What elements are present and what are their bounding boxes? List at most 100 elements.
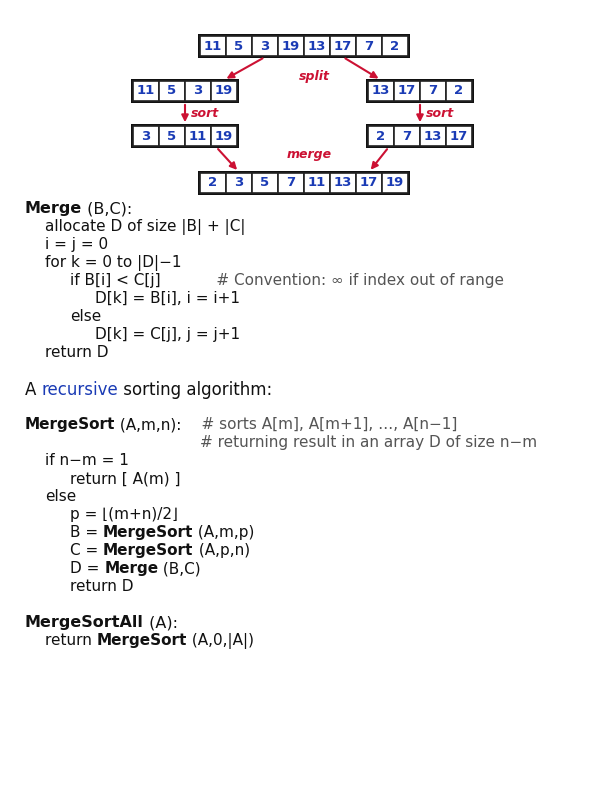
Bar [394, 81, 420, 101]
Text: MergeSort: MergeSort [25, 417, 116, 432]
Text: recursive: recursive [41, 381, 119, 399]
Text: Merge: Merge [25, 201, 82, 216]
Bar [382, 36, 408, 56]
Bar [226, 173, 252, 193]
Bar [198, 34, 410, 58]
Text: 7: 7 [364, 40, 373, 52]
Text: (A):: (A): [144, 615, 178, 630]
Text: MergeSortAll: MergeSortAll [25, 615, 144, 630]
Text: MergeSort: MergeSort [103, 525, 193, 540]
Bar [446, 81, 472, 101]
Bar [368, 126, 394, 146]
Bar [200, 173, 226, 193]
Bar [330, 36, 356, 56]
Bar [278, 36, 304, 56]
Text: # Convention: ∞ if index out of range: # Convention: ∞ if index out of range [192, 273, 504, 288]
Bar [211, 81, 237, 101]
Text: 11: 11 [204, 40, 222, 52]
Text: else: else [70, 309, 102, 324]
Text: 3: 3 [193, 85, 202, 97]
Text: C =: C = [70, 543, 103, 558]
Bar [356, 173, 382, 193]
Text: if B[i] < C[j]: if B[i] < C[j] [70, 273, 161, 288]
Text: 7: 7 [429, 85, 438, 97]
Text: D =: D = [70, 561, 104, 576]
Text: 13: 13 [424, 130, 442, 142]
Text: 19: 19 [386, 176, 404, 190]
Bar [159, 126, 185, 146]
Text: 5: 5 [235, 40, 244, 52]
Bar [200, 36, 226, 56]
Text: for k = 0 to |D|−1: for k = 0 to |D|−1 [45, 255, 182, 271]
Bar [226, 36, 252, 56]
Text: sort: sort [191, 107, 219, 120]
Text: else: else [45, 489, 76, 504]
Text: (A,m,n):: (A,m,n): [116, 417, 182, 432]
Bar [198, 171, 410, 195]
Bar [356, 36, 382, 56]
Text: return [ A(m) ]: return [ A(m) ] [70, 471, 181, 486]
Text: Merge: Merge [104, 561, 158, 576]
Bar [278, 173, 304, 193]
Text: 7: 7 [402, 130, 412, 142]
Bar [330, 173, 356, 193]
Text: 19: 19 [215, 85, 233, 97]
Bar [133, 81, 159, 101]
Bar [185, 81, 211, 101]
Text: 3: 3 [142, 130, 151, 142]
Text: p = ⌊(m+n)/2⌋: p = ⌊(m+n)/2⌋ [70, 507, 178, 522]
Bar [304, 173, 330, 193]
Text: return D: return D [70, 579, 134, 594]
Bar [394, 126, 420, 146]
Text: 17: 17 [450, 130, 468, 142]
Text: 13: 13 [308, 40, 326, 52]
Text: D[k] = C[j], j = j+1: D[k] = C[j], j = j+1 [95, 327, 240, 342]
Text: 5: 5 [167, 130, 176, 142]
Bar [131, 124, 239, 148]
Text: 17: 17 [334, 40, 352, 52]
Text: 2: 2 [376, 130, 385, 142]
Text: (B,C):: (B,C): [82, 201, 133, 216]
Text: 13: 13 [334, 176, 352, 190]
Text: sort: sort [426, 107, 454, 120]
Text: 11: 11 [137, 85, 155, 97]
Text: return D: return D [45, 345, 108, 360]
Text: MergeSort: MergeSort [97, 633, 187, 648]
Text: 2: 2 [390, 40, 399, 52]
Text: 5: 5 [167, 85, 176, 97]
Text: 3: 3 [260, 40, 269, 52]
Text: split: split [299, 70, 330, 83]
Text: i = j = 0: i = j = 0 [45, 237, 108, 252]
Text: 2: 2 [454, 85, 463, 97]
Text: allocate D of size |B| + |C|: allocate D of size |B| + |C| [45, 219, 246, 235]
Bar [446, 126, 472, 146]
Text: D[k] = B[i], i = i+1: D[k] = B[i], i = i+1 [95, 291, 240, 306]
Bar [252, 173, 278, 193]
Text: 3: 3 [234, 176, 244, 190]
Text: 5: 5 [260, 176, 269, 190]
Text: 2: 2 [209, 176, 218, 190]
Text: A: A [25, 381, 41, 399]
Text: (A,p,n): (A,p,n) [193, 543, 250, 558]
Text: # returning result in an array D of size n−m: # returning result in an array D of size… [200, 435, 537, 450]
Text: 17: 17 [360, 176, 378, 190]
Bar [382, 173, 408, 193]
Text: 13: 13 [372, 85, 390, 97]
Bar [420, 81, 446, 101]
Text: 19: 19 [215, 130, 233, 142]
Bar [159, 81, 185, 101]
Text: MergeSort: MergeSort [103, 543, 193, 558]
Text: merge: merge [286, 148, 331, 161]
Bar [252, 36, 278, 56]
Text: # sorts A[m], A[m+1], …, A[n−1]: # sorts A[m], A[m+1], …, A[n−1] [182, 417, 457, 432]
Text: 17: 17 [398, 85, 416, 97]
Text: (B,C): (B,C) [158, 561, 201, 576]
Text: return: return [45, 633, 97, 648]
Bar [420, 126, 446, 146]
Text: 11: 11 [308, 176, 326, 190]
Bar [185, 126, 211, 146]
Bar [366, 124, 474, 148]
Text: (A,0,|A|): (A,0,|A|) [187, 633, 254, 649]
Bar [304, 36, 330, 56]
Bar [211, 126, 237, 146]
